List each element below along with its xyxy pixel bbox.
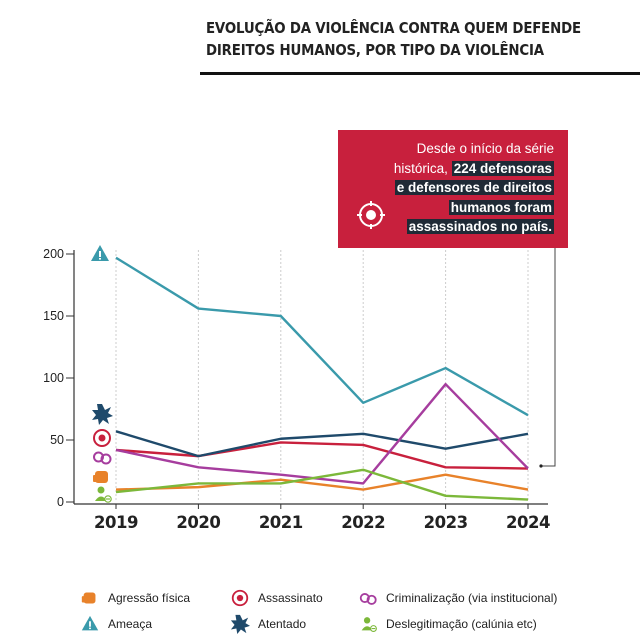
series-line-criminalizacao xyxy=(115,383,529,485)
title-rule xyxy=(200,72,640,75)
target-icon xyxy=(231,589,249,607)
callout-connector-dot xyxy=(539,464,543,468)
legend-item-deslegitimacao: Deslegitimação (calúnia etc) xyxy=(358,614,537,634)
callout-line-1: Desde o início da série xyxy=(416,141,554,156)
legend-label-ameaca: Ameaça xyxy=(108,617,153,631)
callout-line-4-highlight: humanos foram xyxy=(448,199,554,215)
person-minus-icon-shape xyxy=(361,617,377,633)
callout-connector xyxy=(541,248,556,467)
target-icon-shape xyxy=(231,589,249,607)
legend-item-agressao: Agressão física xyxy=(80,588,190,608)
x-tick-label-2023: 2023 xyxy=(424,513,468,532)
series-line-deslegitimacao xyxy=(115,468,529,501)
warning-icon xyxy=(91,245,109,261)
callout-text: Desde o início da série histórica, 224 d… xyxy=(354,139,554,237)
legend-item-criminalizacao: Criminalização (via institucional) xyxy=(358,588,557,608)
fist-icon-shape xyxy=(81,592,96,604)
callout-line-2-highlight: 224 defensoras xyxy=(451,160,554,176)
legend-label-agressao: Agressão física xyxy=(108,591,191,605)
handcuffs-icon xyxy=(93,451,112,465)
warning-icon xyxy=(81,615,99,631)
callout-line-2-pre: histórica, xyxy=(393,160,448,176)
x-tick-label-2019: 2019 xyxy=(94,513,138,532)
y-tick-label-150: 150 xyxy=(43,309,64,323)
target-icon xyxy=(357,201,385,229)
warning-icon-shape xyxy=(81,615,99,631)
y-tick-label-200: 200 xyxy=(43,247,64,261)
x-tick-label-2024: 2024 xyxy=(506,513,550,532)
fist-icon xyxy=(93,471,108,483)
legend-item-assassinato: Assassinato xyxy=(230,588,323,608)
y-tick-label-50: 50 xyxy=(50,433,64,447)
explosion-icon xyxy=(92,404,113,425)
fist-icon xyxy=(81,592,96,604)
person-minus-icon xyxy=(95,486,112,503)
y-tick-label-100: 100 xyxy=(43,371,64,385)
x-tick-label-2021: 2021 xyxy=(259,513,303,532)
callout-line-5-highlight: assassinados no país. xyxy=(406,219,554,234)
x-tick-label-2022: 2022 xyxy=(341,513,385,532)
callout-line-3-highlight: e defensores de direitos xyxy=(394,180,554,195)
callout-box: Desde o início da série histórica, 224 d… xyxy=(338,130,568,248)
explosion-icon xyxy=(230,614,250,634)
target-icon xyxy=(93,429,111,447)
series-line-assassinato xyxy=(115,441,529,470)
chart-title-line-2: DIREITOS HUMANOS, POR TIPO DA VIOLÊNCIA xyxy=(206,41,544,59)
explosion-icon-shape xyxy=(230,614,250,634)
series-line-ameaca xyxy=(115,256,529,417)
chart-title: EVOLUÇÃO DA VIOLÊNCIA CONTRA QUEM DEFEND… xyxy=(206,17,626,61)
x-tick-label-2020: 2020 xyxy=(176,513,220,532)
chart-legend: Agressão física Ameaça Assassinato Atentado… xyxy=(80,586,640,636)
handcuffs-icon-shape xyxy=(359,593,377,605)
series-line-atentado xyxy=(115,430,529,458)
legend-label-assassinato: Assassinato xyxy=(258,591,323,605)
y-tick-label-0: 0 xyxy=(57,495,64,509)
legend-label-deslegitimacao: Deslegitimação (calúnia etc) xyxy=(386,617,537,631)
person-minus-icon xyxy=(361,617,377,633)
series-line-agressao xyxy=(115,473,529,491)
handcuffs-icon xyxy=(359,593,377,605)
legend-item-atentado: Atentado xyxy=(230,614,306,634)
legend-label-atentado: Atentado xyxy=(258,617,307,631)
legend-item-ameaca: Ameaça xyxy=(80,614,152,634)
chart-title-line-1: EVOLUÇÃO DA VIOLÊNCIA CONTRA QUEM DEFEND… xyxy=(206,19,581,37)
legend-label-criminalizacao: Criminalização (via institucional) xyxy=(386,591,558,605)
